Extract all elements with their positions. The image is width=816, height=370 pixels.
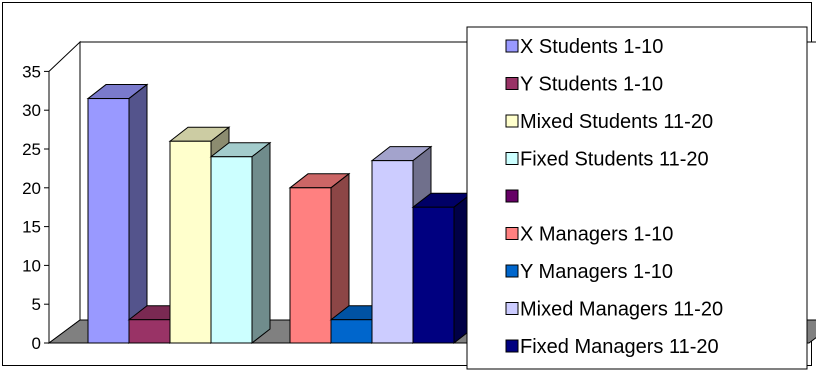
y-tick-label: 10 xyxy=(22,256,41,275)
y-tick-label: 35 xyxy=(22,62,41,81)
legend-item: Y Students 1-10 xyxy=(505,74,663,96)
y-tick-label: 20 xyxy=(22,179,41,198)
legend-swatch xyxy=(505,77,519,90)
y-tick-label: 0 xyxy=(32,334,41,353)
legend-label: Mixed Managers 11-20 xyxy=(520,299,723,321)
legend-item: Mixed Managers 11-20 xyxy=(505,299,723,321)
y-tick-label: 5 xyxy=(32,295,41,314)
bar-side xyxy=(251,141,271,345)
legend-swatch xyxy=(505,39,519,53)
y-tick-label: 25 xyxy=(22,140,41,159)
legend-box xyxy=(466,26,808,370)
bar-front xyxy=(169,140,212,344)
legend-label: Fixed Students 11-20 xyxy=(520,149,709,171)
bar xyxy=(209,141,272,345)
legend-item: Fixed Students 11-20 xyxy=(505,149,709,171)
legend-label: Mixed Students 11-20 xyxy=(520,111,713,133)
bar xyxy=(86,83,149,345)
legend-swatch xyxy=(505,114,519,128)
bar xyxy=(288,172,351,345)
legend-item: X Students 1-10 xyxy=(505,36,663,58)
legend-swatch xyxy=(505,152,519,165)
legend-label: Fixed Managers 11-20 xyxy=(520,336,719,358)
legend-label: Y Managers 1-10 xyxy=(520,261,673,283)
bar-side xyxy=(128,83,148,345)
y-tick-label: 30 xyxy=(22,101,41,120)
bar-front xyxy=(289,187,332,344)
legend-item: Fixed Managers 11-20 xyxy=(505,336,719,358)
bar-front xyxy=(87,98,130,344)
legend-swatch xyxy=(505,302,519,315)
bar-front xyxy=(412,206,455,344)
legend-label: X Students 1-10 xyxy=(520,36,663,58)
legend-label: Y Students 1-10 xyxy=(520,74,663,96)
bar-front xyxy=(330,319,373,344)
legend-swatch xyxy=(505,227,519,240)
bar xyxy=(411,192,474,345)
legend-swatch xyxy=(505,264,519,278)
legend-item: Y Managers 1-10 xyxy=(505,261,673,283)
bar-front xyxy=(128,319,171,344)
legend-swatch xyxy=(505,339,519,353)
bars xyxy=(86,83,474,345)
legend-item xyxy=(505,189,519,203)
y-axis: 0 5 10 15 20 25 30 35 xyxy=(22,62,50,353)
legend-item: Mixed Students 11-20 xyxy=(505,111,713,133)
bar-front xyxy=(371,160,414,344)
legend-label: X Managers 1-10 xyxy=(520,224,673,246)
legend: X Students 1-10 Y Students 1-10 Mixed Stud… xyxy=(466,26,808,370)
side-wall xyxy=(48,40,81,344)
legend-swatch xyxy=(505,189,519,203)
y-tick-label: 15 xyxy=(22,218,41,237)
bar-front xyxy=(210,156,253,344)
legend-item: X Managers 1-10 xyxy=(505,224,673,246)
